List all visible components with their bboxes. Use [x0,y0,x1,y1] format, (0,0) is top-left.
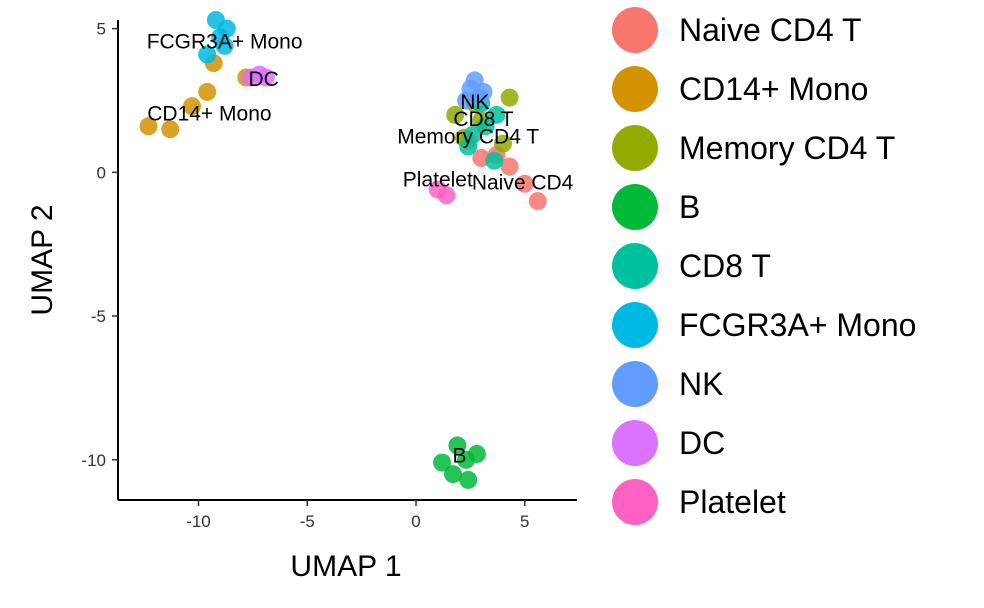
cluster-label-3: NK [460,91,489,114]
x-axis-title: UMAP 1 [290,550,401,583]
y-tick-label: -5 [91,307,106,326]
x-tick-label: 5 [520,512,529,531]
legend-label-7: DC [679,425,725,461]
legend-label-0: Naive CD4 T [679,12,862,48]
legend-label-4: CD8 T [679,248,771,284]
y-axis-title: UMAP 2 [26,204,59,315]
point-1-2 [183,97,201,116]
point-1-0 [139,117,158,136]
cluster-label-2: CD14+ Mono [147,102,271,125]
y-tick-label: -10 [81,451,106,470]
point-6-4 [470,88,489,107]
point-3-5 [459,470,478,489]
legend-key-0 [612,7,658,53]
point-0-3 [528,192,547,211]
legend-label-6: NK [679,366,723,402]
legend-key-5 [612,302,658,348]
legend-label-8: Platelet [679,484,786,520]
x-tick-label: -5 [300,512,315,531]
point-0-0 [515,174,534,193]
legend-label-3: B [679,189,700,225]
point-4-2 [487,105,506,124]
legend-label-1: CD14+ Mono [679,71,868,107]
point-4-4 [459,137,478,156]
point-0-1 [500,157,519,176]
ticks: -10 -5 0 5 5 0 -5 -10 [81,20,529,531]
cluster-label-8: B [452,444,466,467]
point-5-3 [206,11,225,29]
point-4-5 [485,151,504,170]
legend-label-2: Memory CD4 T [679,130,895,166]
legend-key-2 [612,125,658,171]
point-3-4 [448,436,467,455]
axes [117,20,577,501]
point-3-3 [467,445,486,463]
legend-key-1 [612,66,658,112]
point-2-4 [446,105,465,124]
point-5-0 [198,45,217,64]
y-tick-label: 5 [97,20,106,39]
cluster-label-4: CD8 T [453,108,513,131]
legend-label-5: FCGR3A+ Mono [679,307,916,343]
point-1-1 [161,120,180,139]
point-2-3 [500,88,519,107]
legend-key-8 [612,479,658,525]
legend-key-4 [612,243,658,289]
cluster-label-7: Naive CD4 [472,171,574,194]
x-tick-label: 0 [411,512,420,531]
x-tick-label: -10 [186,512,211,531]
cluster-label-1: DC [249,68,279,91]
cluster-label-0: FCGR3A+ Mono [147,31,303,54]
point-7-2 [256,68,275,87]
point-5-4 [215,36,234,55]
point-1-3 [198,82,217,101]
legend: Naive CD4 T CD14+ Mono Memory CD4 T B CD8 T F… [612,7,916,525]
legend-key-3 [612,184,658,230]
points-layer [139,11,547,489]
point-8-1 [437,186,456,205]
y-tick-label: 0 [97,163,106,182]
point-3-1 [444,465,462,484]
point-3-0 [433,453,452,472]
cluster-label-6: Platelet [403,169,473,192]
cluster-label-5: Memory CD4 T [397,125,539,148]
legend-key-6 [612,361,658,407]
point-4-1 [476,117,495,136]
legend-key-7 [612,420,658,466]
point-2-2 [494,134,512,153]
